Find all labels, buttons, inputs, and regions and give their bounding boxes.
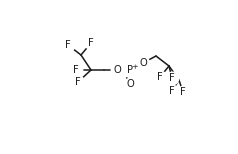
Text: O: O (126, 79, 134, 89)
Text: F: F (157, 72, 163, 82)
Text: P: P (127, 65, 133, 75)
Text: +: + (131, 63, 137, 69)
Text: F: F (75, 77, 81, 87)
Text: F: F (169, 73, 175, 83)
Text: F: F (169, 86, 175, 96)
Text: O: O (113, 65, 121, 75)
Text: F: F (88, 38, 94, 48)
Text: F: F (73, 65, 79, 75)
Text: F: F (65, 40, 71, 50)
Text: O: O (139, 58, 147, 68)
Text: F: F (180, 87, 186, 97)
